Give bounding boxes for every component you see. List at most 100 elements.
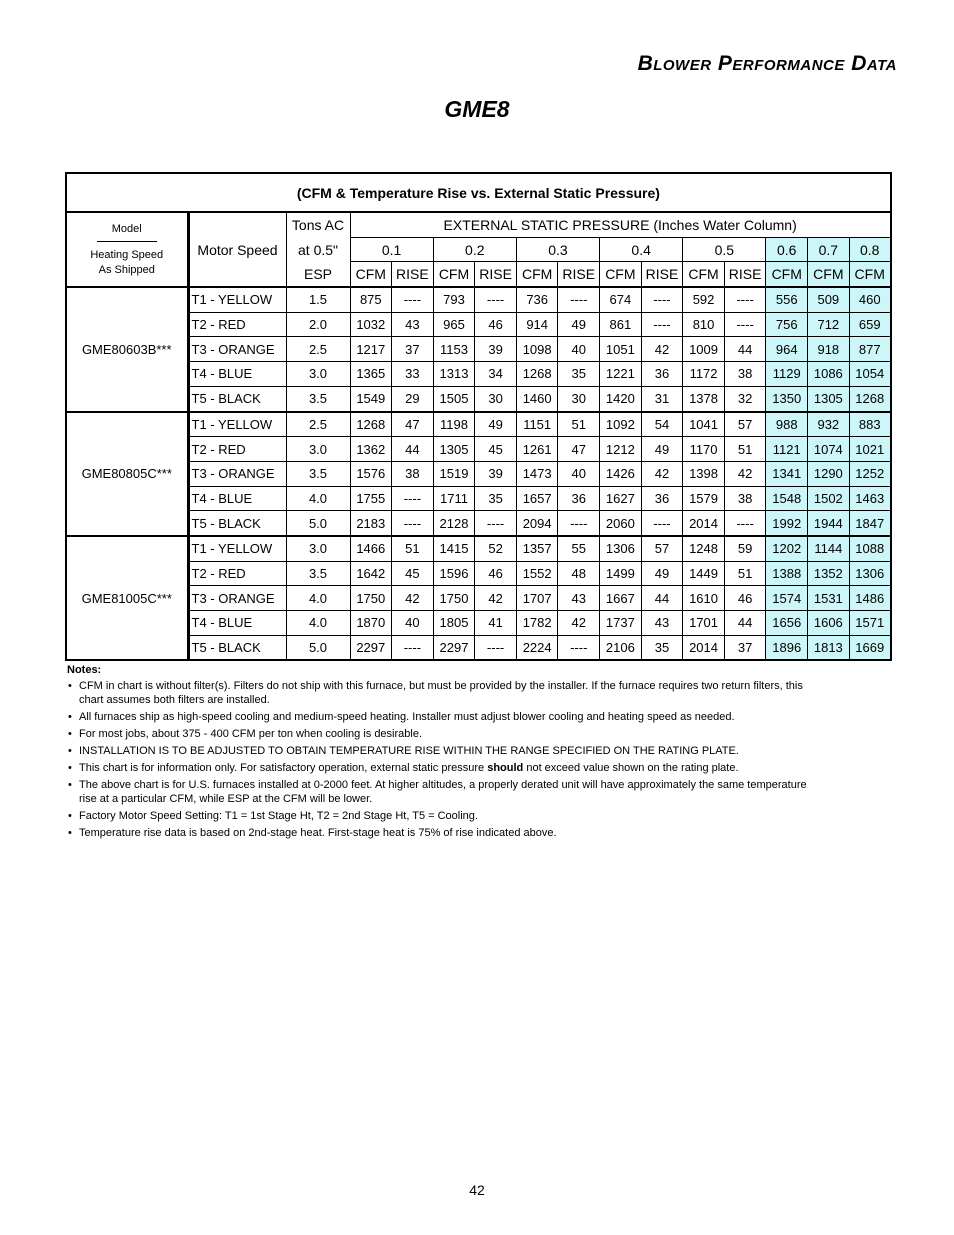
value-cell: 2297 — [432, 634, 476, 662]
motor-speed-cell: T1 - YELLOW — [187, 534, 287, 562]
value-cell: ---- — [391, 485, 434, 512]
value-cell: 1549 — [349, 385, 393, 413]
value-cell: 35 — [557, 361, 601, 387]
header-row: at 0.5" 0.1 0.2 0.3 0.4 0.5 0.6 0.7 0.8 — [66, 236, 892, 263]
esp-title: EXTERNAL STATIC PRESSURE (Inches Water C… — [349, 211, 892, 238]
note-item: INSTALLATION IS TO BE ADJUSTED TO OBTAIN… — [67, 744, 827, 758]
unit-header: CFM — [848, 261, 892, 288]
value-cell: 1499 — [599, 560, 642, 587]
value-cell: 1252 — [848, 460, 892, 487]
value-cell: 1750 — [349, 585, 393, 611]
value-cell: 38 — [723, 361, 767, 387]
value-cell: 810 — [682, 311, 725, 338]
value-cell: 1552 — [515, 560, 559, 587]
motor-speed-cell: T1 - YELLOW — [187, 286, 287, 313]
tons-cell: 4.0 — [285, 485, 351, 512]
value-cell: 556 — [765, 286, 809, 313]
value-cell: 51 — [723, 560, 767, 587]
value-cell: 31 — [640, 385, 684, 413]
value-cell: 1579 — [682, 485, 725, 512]
value-cell: 40 — [557, 336, 601, 363]
unit-header: CFM — [515, 261, 559, 288]
note-item: Temperature rise data is based on 2nd-st… — [67, 826, 827, 840]
value-cell: 47 — [557, 436, 601, 462]
value-cell: ---- — [640, 510, 684, 537]
page-number: 42 — [469, 1182, 485, 1198]
value-cell: 1415 — [432, 534, 476, 562]
value-cell: 49 — [557, 311, 601, 338]
value-cell: 49 — [474, 410, 517, 438]
value-cell: 1606 — [807, 610, 850, 636]
value-cell: 1041 — [682, 410, 725, 438]
motor-speed-cell: T5 - BLACK — [187, 385, 287, 413]
value-cell: 1782 — [515, 610, 559, 636]
value-cell: 1519 — [432, 460, 476, 487]
tons-header: Tons AC — [285, 211, 351, 238]
value-cell: 59 — [723, 534, 767, 562]
motor-speed-cell: T4 - BLUE — [187, 610, 287, 636]
note-emphasis: should — [487, 762, 524, 774]
value-cell: 1261 — [515, 436, 559, 462]
unit-header: CFM — [349, 261, 393, 288]
value-cell: 2224 — [515, 634, 559, 662]
value-cell: 51 — [557, 410, 601, 438]
value-cell: 1306 — [599, 534, 642, 562]
value-cell: 1627 — [599, 485, 642, 512]
note-item: Factory Motor Speed Setting: T1 = 1st St… — [67, 809, 827, 823]
value-cell: 49 — [640, 560, 684, 587]
value-cell: ---- — [474, 510, 517, 537]
value-cell: 1121 — [765, 436, 809, 462]
tons-cell: 3.5 — [285, 560, 351, 587]
value-cell: ---- — [557, 286, 601, 313]
data-row: T3 - ORANGE 3.5 1576 38 1519 39 1473 40 1426 42 13… — [66, 460, 892, 487]
value-cell: 1221 — [599, 361, 642, 387]
unit-header: CFM — [765, 261, 809, 288]
value-cell: 42 — [640, 336, 684, 363]
value-cell: 1268 — [515, 361, 559, 387]
value-cell: 1305 — [807, 385, 850, 413]
value-cell: 877 — [848, 336, 892, 363]
value-cell: 1398 — [682, 460, 725, 487]
table-caption: (CFM & Temperature Rise vs. External Sta… — [65, 172, 892, 213]
notes: Notes: CFM in chart is without filter(s).… — [67, 664, 827, 843]
value-cell: 875 — [349, 286, 393, 313]
value-cell: ---- — [391, 510, 434, 537]
value-cell: 1352 — [807, 560, 850, 587]
tons-cell: 4.0 — [285, 585, 351, 611]
data-row: T5 - BLACK 5.0 2183 ---- 2128 ---- 2094 ---- 206… — [66, 510, 892, 537]
value-cell: 1813 — [807, 634, 850, 662]
value-cell: 861 — [599, 311, 642, 338]
value-cell: 34 — [474, 361, 517, 387]
value-cell: 1642 — [349, 560, 393, 587]
value-cell: 1847 — [848, 510, 892, 537]
data-row: T5 - BLACK 5.0 2297 ---- 2297 ---- 2224 ---- 210… — [66, 634, 892, 662]
data-row: GME81005C*** T1 - YELLOW 3.0 1466 51 1415 52 13… — [65, 534, 892, 662]
value-cell: 35 — [474, 485, 517, 512]
unit-header: CFM — [432, 261, 476, 288]
note-item: The above chart is for U.S. furnaces ins… — [67, 778, 827, 806]
value-cell: 1896 — [765, 634, 809, 662]
data-row: T3 - ORANGE 2.5 1217 37 1153 39 1098 40 1051 42 10… — [66, 336, 892, 363]
value-cell: ---- — [557, 510, 601, 537]
header-row: Model Heating Speed As Shipped Motor Speed T… — [65, 211, 892, 288]
pressure-header: 0.4 — [599, 236, 684, 263]
value-cell: 43 — [557, 585, 601, 611]
note-text: not exceed value shown on the rating pla… — [526, 762, 739, 774]
value-cell: 1268 — [848, 385, 892, 413]
value-cell: 2183 — [349, 510, 393, 537]
value-cell: 48 — [557, 560, 601, 587]
pressure-header: 0.8 — [848, 236, 892, 263]
value-cell: 1021 — [848, 436, 892, 462]
value-cell: 1248 — [682, 534, 725, 562]
value-cell: 1268 — [349, 410, 393, 438]
unit-header: CFM — [599, 261, 642, 288]
value-cell: 44 — [723, 336, 767, 363]
value-cell: 592 — [682, 286, 725, 313]
value-cell: 2297 — [349, 634, 393, 662]
value-cell: 42 — [391, 585, 434, 611]
value-cell: 57 — [640, 534, 684, 562]
data-row: GME80805C*** T1 - YELLOW 2.5 1268 47 1198 49 11… — [65, 410, 892, 537]
value-cell: 39 — [474, 460, 517, 487]
tons-cell: 5.0 — [285, 634, 351, 662]
value-cell: 1656 — [765, 610, 809, 636]
